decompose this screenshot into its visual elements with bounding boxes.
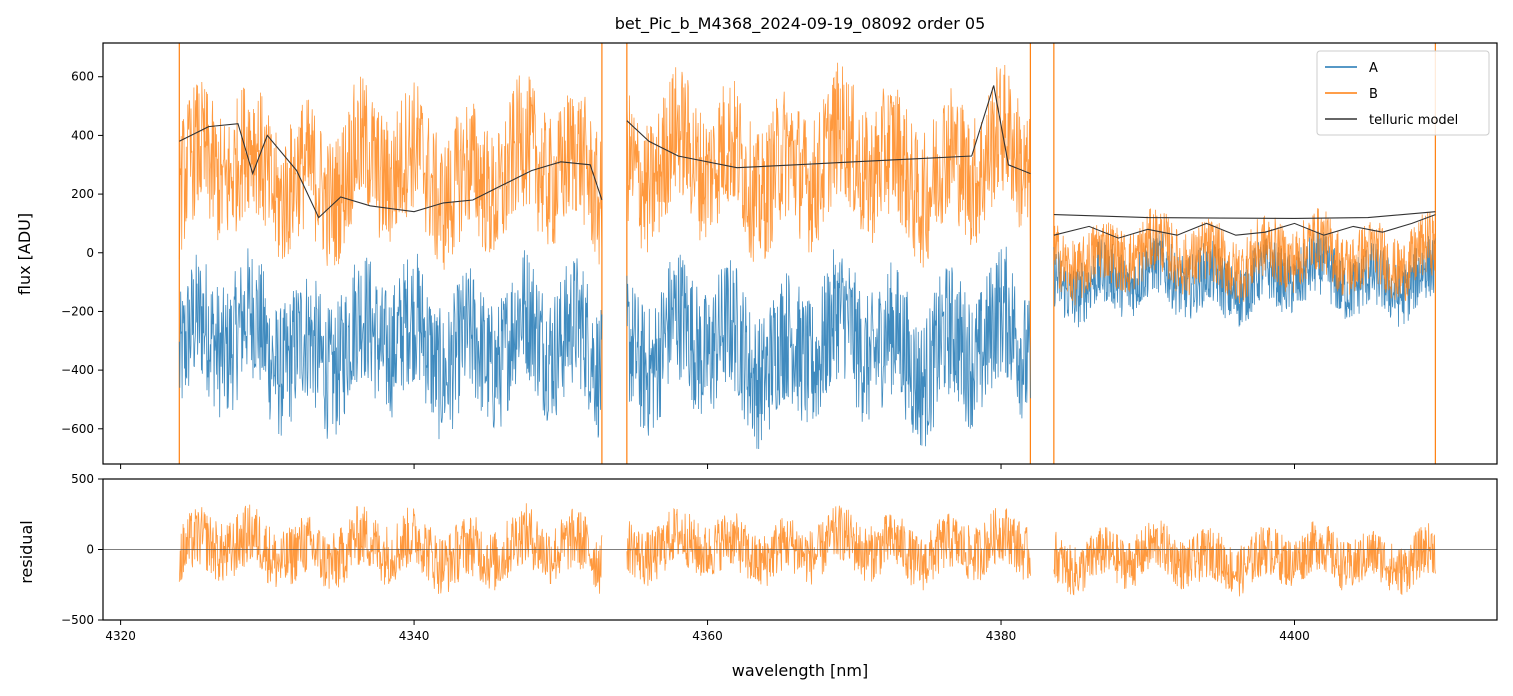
legend-label-telluric: telluric model	[1369, 113, 1458, 128]
legend-label-a: A	[1369, 61, 1378, 76]
telluric-model-line	[626, 85, 1031, 175]
x-tick-label: 4320	[105, 629, 136, 643]
legend-label-b: B	[1369, 87, 1378, 102]
residual-y-axis-label: residual	[17, 520, 36, 583]
chart-title: bet_Pic_b_M4368_2024-09-19_08092 order 0…	[615, 14, 986, 34]
flux-panel: −600 −400 −200 0 200 400 600 flux [ADU]	[15, 42, 1498, 469]
x-axis-label: wavelength [nm]	[732, 661, 869, 680]
telluric-model-line	[1053, 214, 1436, 239]
residual-y-tick-label: 500	[71, 472, 94, 486]
flux-y-tick-label: −200	[61, 304, 94, 318]
flux-y-tick-label: 0	[86, 246, 94, 260]
telluric-model-line	[179, 123, 603, 219]
flux-y-tick-label: −600	[61, 422, 94, 436]
series-a-line	[178, 230, 1436, 450]
flux-panel-frame	[102, 42, 1498, 465]
x-tick-label: 4400	[1279, 629, 1310, 643]
legend: A B telluric model	[1316, 50, 1490, 136]
flux-y-tick-label: −400	[61, 363, 94, 377]
telluric-model-line	[1053, 211, 1436, 219]
legend-box	[1316, 50, 1490, 136]
residual-y-tick-label: 0	[86, 543, 94, 557]
residual-panel: −500 0 500 4320 4340 4360 4380 4400 residual w…	[17, 472, 1498, 680]
x-tick-label: 4380	[986, 629, 1017, 643]
flux-y-axis-label: flux [ADU]	[15, 213, 34, 295]
x-tick-label: 4360	[692, 629, 723, 643]
residual-y-tick-label: −500	[61, 613, 94, 627]
x-tick-label: 4340	[399, 629, 430, 643]
flux-y-tick-label: 200	[71, 187, 94, 201]
residual-b-line	[178, 503, 1436, 597]
flux-y-tick-label: 400	[71, 128, 94, 142]
flux-y-tick-label: 600	[71, 70, 94, 84]
series-b-line	[178, 62, 1436, 306]
